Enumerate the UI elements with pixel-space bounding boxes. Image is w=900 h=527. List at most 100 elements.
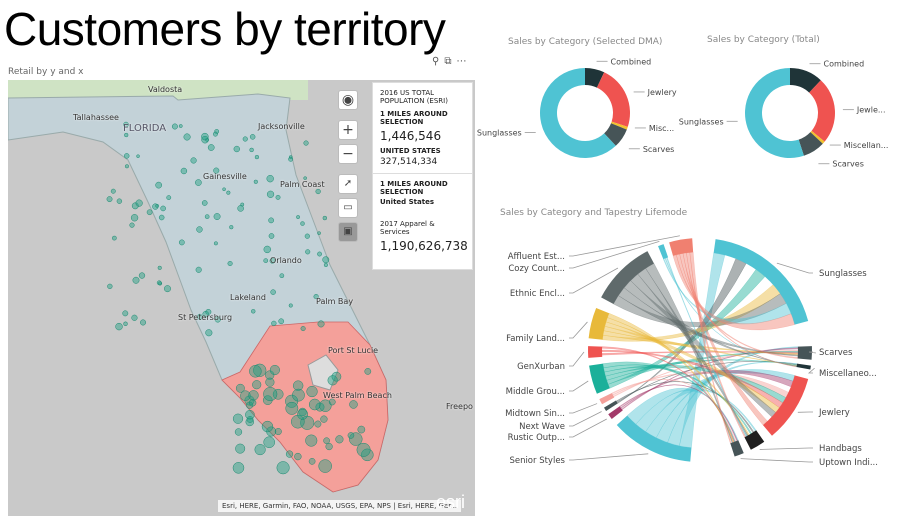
- customer-point[interactable]: [364, 368, 372, 375]
- chord-ribbon[interactable]: [616, 361, 798, 403]
- donut-slice[interactable]: [540, 68, 616, 159]
- customer-point[interactable]: [296, 215, 300, 219]
- customer-point[interactable]: [131, 202, 139, 210]
- customer-point[interactable]: [183, 133, 191, 141]
- customer-point[interactable]: [171, 123, 178, 130]
- customer-point[interactable]: [253, 179, 258, 184]
- donut-slice[interactable]: [798, 132, 823, 156]
- customer-point[interactable]: [265, 370, 275, 380]
- chord-ribbon[interactable]: [607, 269, 766, 389]
- chord-ribbon[interactable]: [620, 369, 794, 409]
- customer-point[interactable]: [201, 132, 209, 141]
- customer-point[interactable]: [270, 289, 276, 295]
- customer-point[interactable]: [357, 425, 366, 434]
- customer-point[interactable]: [242, 136, 248, 142]
- customer-point[interactable]: [214, 316, 221, 323]
- customer-point[interactable]: [213, 241, 218, 246]
- customer-point[interactable]: [107, 283, 113, 290]
- customer-point[interactable]: [249, 134, 256, 140]
- chord-ribbon[interactable]: [623, 280, 797, 367]
- customer-point[interactable]: [232, 462, 245, 474]
- customer-point[interactable]: [288, 156, 294, 162]
- chord-ribbon[interactable]: [682, 252, 768, 426]
- customer-point[interactable]: [195, 179, 202, 186]
- customer-point[interactable]: [285, 450, 294, 458]
- layers-icon[interactable]: ◉: [338, 90, 358, 110]
- customer-point[interactable]: [308, 398, 321, 411]
- customer-point[interactable]: [214, 129, 219, 134]
- customer-point[interactable]: [116, 198, 123, 204]
- customer-point[interactable]: [207, 144, 215, 151]
- donut-slice[interactable]: [596, 72, 630, 127]
- customer-point[interactable]: [158, 214, 165, 221]
- chord-ribbon[interactable]: [689, 252, 732, 444]
- customer-point[interactable]: [254, 154, 260, 160]
- chord-ribbon[interactable]: [666, 257, 748, 437]
- expand-icon[interactable]: ⧉: [444, 56, 452, 67]
- chord-group-arc[interactable]: [797, 346, 812, 360]
- customer-point[interactable]: [122, 310, 129, 317]
- customer-point[interactable]: [249, 147, 254, 153]
- chord-ribbon[interactable]: [604, 321, 780, 413]
- chord-ribbon[interactable]: [602, 330, 799, 356]
- customer-point[interactable]: [178, 239, 185, 246]
- chord-ribbon[interactable]: [645, 369, 795, 438]
- customer-point[interactable]: [227, 260, 233, 267]
- customer-point[interactable]: [305, 434, 318, 447]
- chord-group-arc[interactable]: [730, 440, 744, 457]
- customer-point[interactable]: [254, 444, 266, 456]
- customer-point[interactable]: [152, 203, 159, 210]
- chord-ribbon[interactable]: [605, 359, 798, 381]
- customer-point[interactable]: [263, 258, 269, 263]
- customer-point[interactable]: [313, 294, 319, 300]
- customer-point[interactable]: [136, 154, 140, 158]
- customer-point[interactable]: [155, 203, 159, 208]
- customer-point[interactable]: [298, 407, 307, 417]
- chord-ribbon[interactable]: [635, 388, 757, 432]
- customer-point[interactable]: [361, 448, 374, 462]
- customer-point[interactable]: [294, 452, 302, 461]
- customer-point[interactable]: [130, 214, 139, 222]
- donut-slice[interactable]: [611, 121, 628, 130]
- customer-point[interactable]: [226, 190, 231, 195]
- chord-ribbon[interactable]: [676, 253, 798, 359]
- customer-point[interactable]: [292, 388, 305, 402]
- chord-ribbon[interactable]: [606, 351, 799, 385]
- customer-point[interactable]: [319, 399, 332, 412]
- customer-point[interactable]: [252, 380, 262, 390]
- customer-point[interactable]: [115, 322, 123, 331]
- customer-point[interactable]: [123, 153, 130, 159]
- customer-point[interactable]: [317, 320, 325, 328]
- customer-point[interactable]: [272, 388, 284, 400]
- customer-point[interactable]: [356, 442, 371, 457]
- customer-point[interactable]: [317, 251, 322, 257]
- donut-slice[interactable]: [604, 123, 627, 146]
- chord-ribbon[interactable]: [618, 287, 799, 357]
- customer-point[interactable]: [297, 408, 309, 420]
- zoom-out-button[interactable]: −: [338, 144, 358, 164]
- chord-ribbon[interactable]: [605, 317, 750, 436]
- customer-point[interactable]: [164, 285, 171, 293]
- chord-group-arc[interactable]: [599, 392, 615, 405]
- customer-point[interactable]: [212, 131, 218, 137]
- customer-point[interactable]: [266, 175, 274, 183]
- chord-ribbon[interactable]: [679, 252, 726, 448]
- map-visual[interactable]: Valdosta Tallahassee FLORIDA Jacksonville Ga…: [8, 80, 475, 516]
- customer-point[interactable]: [233, 145, 240, 153]
- customer-point[interactable]: [196, 226, 203, 233]
- customer-point[interactable]: [123, 121, 129, 128]
- customer-point[interactable]: [290, 414, 305, 429]
- customer-point[interactable]: [268, 217, 274, 224]
- chord-group-arc[interactable]: [744, 430, 765, 450]
- customer-point[interactable]: [315, 188, 321, 195]
- chord-group-arc[interactable]: [713, 239, 809, 325]
- chord-ribbon[interactable]: [686, 252, 746, 438]
- chord-group-arc[interactable]: [658, 244, 669, 260]
- chord-ribbon[interactable]: [607, 313, 734, 443]
- customer-point[interactable]: [303, 176, 307, 180]
- customer-point[interactable]: [124, 132, 129, 138]
- more-icon[interactable]: ⋯: [456, 56, 467, 67]
- customer-point[interactable]: [349, 432, 363, 446]
- donut-slice[interactable]: [790, 68, 821, 93]
- customer-point[interactable]: [232, 413, 244, 424]
